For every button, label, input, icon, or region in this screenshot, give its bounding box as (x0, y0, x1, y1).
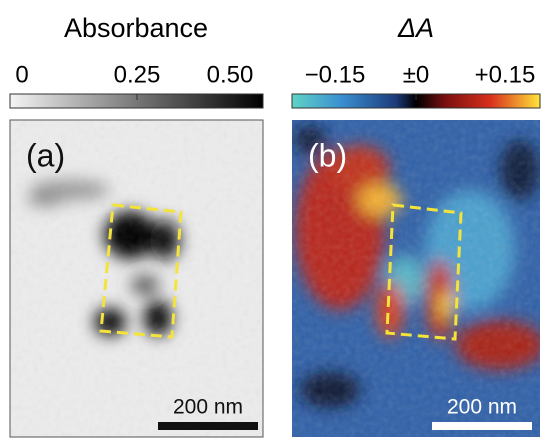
colorbar-tick-label: 0.25 (114, 61, 161, 88)
panel-label: (a) (26, 137, 65, 173)
colorbar-title: ΔA (397, 13, 434, 43)
colorbar-tick-label: 0.50 (207, 61, 254, 88)
colorbar-tick-label: ±0 (403, 61, 430, 88)
scale-bar-label: 200 nm (173, 396, 243, 419)
colorbar-tick-label: −0.15 (305, 61, 366, 88)
colorbar-tick-label: +0.15 (475, 61, 536, 88)
figure: Absorbance 0 0.25 0.50 (a) 200 nm ΔA (0, 0, 546, 441)
colorbar-title: Absorbance (64, 13, 208, 43)
scale-bar (158, 422, 258, 430)
scale-bar (432, 422, 532, 430)
colorbar-tick-label: 0 (15, 61, 28, 88)
panel-a: Absorbance 0 0.25 0.50 (a) 200 nm (10, 13, 263, 437)
scale-bar-label: 200 nm (447, 396, 517, 419)
panel-b: ΔA −0.15 ±0 +0.15 (b) (292, 13, 545, 437)
panel-label: (b) (308, 137, 347, 173)
